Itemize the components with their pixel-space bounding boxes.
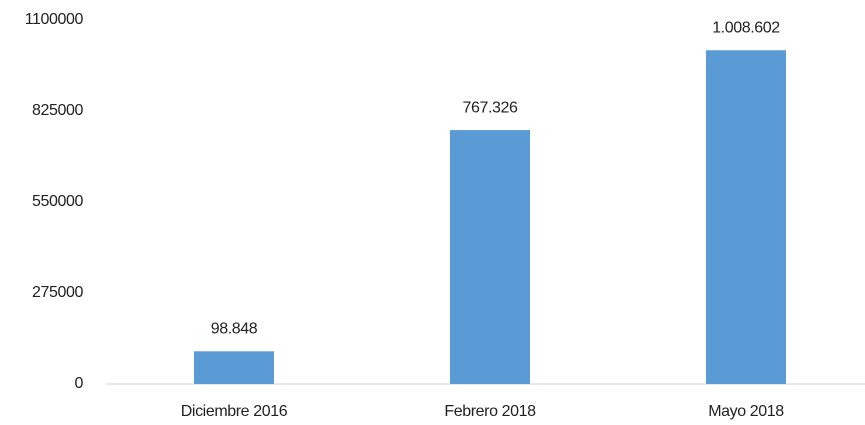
- bar: [194, 351, 274, 384]
- data-label: 98.848: [211, 321, 258, 338]
- bar: [706, 50, 786, 384]
- data-label: 1.008.602: [712, 19, 780, 36]
- x-tick-label: Febrero 2018: [444, 403, 536, 420]
- y-tick-label: 550000: [32, 193, 83, 210]
- y-tick-label: 825000: [32, 102, 83, 119]
- data-label: 767.326: [462, 99, 518, 116]
- x-tick-label: Diciembre 2016: [181, 403, 288, 420]
- bar: [450, 130, 530, 384]
- y-tick-label: 0: [75, 375, 84, 392]
- y-tick-label: 1100000: [25, 11, 84, 28]
- y-tick-label: 275000: [32, 284, 83, 301]
- x-tick-label: Mayo 2018: [708, 403, 784, 420]
